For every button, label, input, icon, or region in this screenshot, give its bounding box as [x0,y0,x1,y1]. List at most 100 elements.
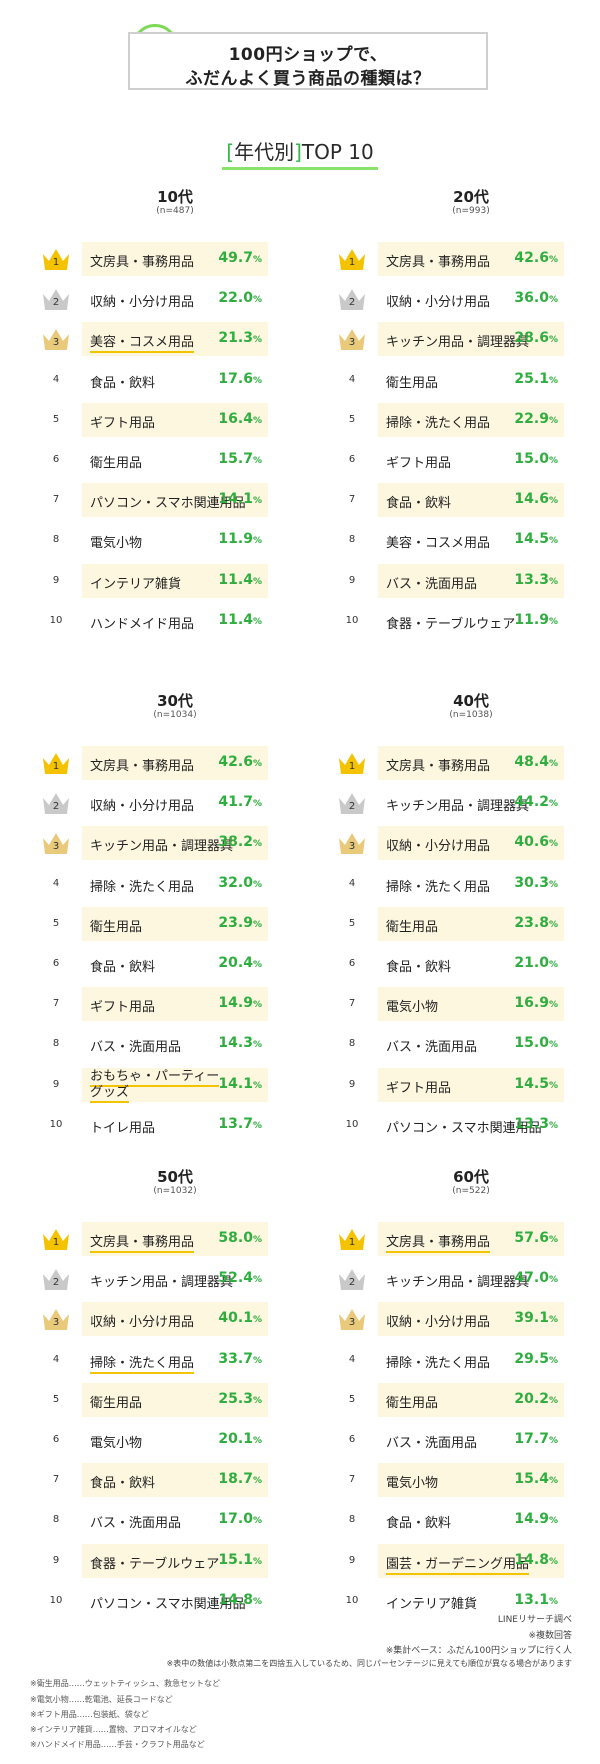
rank-number: 5 [348,917,356,929]
item-name: 文房具・事務用品 [90,755,194,774]
percentage-unit: % [252,335,262,346]
percentage-unit: % [548,616,558,627]
rank-number: 2 [348,1277,356,1289]
rank-number: 9 [52,574,60,586]
percentage-value: 29.5 [514,1350,549,1367]
item-cell: キッチン用品・調理器具 52.4% [82,1262,268,1296]
percentage-unit: % [252,1080,262,1091]
ranking-row: 8 電気小物 11.9% [8,523,268,557]
item-name-text: 食品・飲料 [90,960,156,975]
percentage-value: 23.8 [514,914,549,931]
item-name-text: バス・洗面用品 [90,1040,182,1056]
item-name-text: バス・洗面用品 [90,1516,182,1532]
item-cell: キッチン用品・調理器具 47.0% [378,1262,564,1296]
percentage-unit: % [548,1516,558,1527]
percentage-unit: % [548,255,558,265]
percentage-value: 14.9 [514,1511,549,1528]
rank-number: 1 [52,761,60,772]
ranking-row: 1 文房具・事務用品 42.6% [304,242,564,276]
percentage-unit: % [252,496,262,507]
percentage-value: 16.4 [218,410,253,427]
percentage-unit: % [252,375,262,386]
percentage: 17.0% [218,1511,262,1527]
rank-number: 2 [348,297,356,309]
ranking-row: 6 電気小物 20.1% [8,1423,268,1457]
ranking-row: 6 ギフト用品 15.0% [304,443,564,477]
ranking-row: 5 衛生用品 23.8% [304,906,564,941]
item-name: 文房具・事務用品 [386,1231,491,1253]
item-name-text: ギフト用品 [90,1000,156,1016]
item-name-text: ハンドメイド用品 [90,616,195,632]
percentage: 14.5% [514,531,558,547]
percentage: 33.7% [218,1351,262,1367]
item-cell: 文房具・事務用品 42.6% [82,746,268,780]
item-cell: パソコン・スマホ関連用品 13.3% [378,1108,564,1142]
item-name-text: パソコン・スマホ関連用品 [386,1120,542,1136]
footnote: ※ギフト用品……包装紙、袋など [30,1710,149,1719]
percentage: 42.6% [218,754,262,770]
percentage-value: 13.7 [218,1115,253,1132]
percentage: 22.9% [514,411,558,427]
percentage: 49.7% [218,250,262,266]
ranking-row: 3 美容・コスメ用品 21.3% [8,322,268,357]
item-name: 食器・テーブルウェア [90,1553,219,1572]
percentage-unit: % [548,919,558,930]
percentage-value: 14.1 [218,491,253,508]
percentage-value: 48.4 [514,754,549,770]
percentage-value: 14.5 [514,1075,549,1092]
percentage-unit: % [252,1516,262,1527]
item-cell: バス・洗面用品 13.3% [378,563,564,598]
age-group-heading: 60代 [453,1168,489,1186]
item-name: ギフト用品 [386,452,451,471]
item-name: 衛生用品 [386,916,438,935]
percentage-value: 15.4 [514,1471,549,1488]
ranking-row: 4 掃除・洗たく用品 32.0% [8,867,268,901]
age-group-heading: 40代 [453,692,489,710]
item-name: 園芸・ガーデニング用品 [386,1553,530,1575]
ranking-row: 4 掃除・洗たく用品 29.5% [304,1343,564,1377]
item-name-text: バス・洗面用品 [386,1436,478,1451]
percentage-unit: % [252,799,262,810]
percentage-unit: % [548,1120,558,1131]
percentage: 14.5% [514,1076,558,1092]
item-name: 食品・飲料 [90,1472,155,1491]
item-name: 掃除・洗たく用品 [90,1352,195,1374]
item-name: キッチン用品・調理器具 [386,795,529,814]
item-name: バス・洗面用品 [90,1512,181,1531]
percentage-value: 42.6 [514,250,549,266]
item-cell: 美容・コスメ用品 21.3% [82,322,268,357]
rank-number: 4 [52,1353,60,1365]
item-name-text: 収納・小分け用品 [90,295,195,311]
item-name-text: 文房具・事務用品 [90,759,195,774]
ranking-row: 2 収納・小分け用品 41.7% [8,786,268,820]
rank-number: 7 [348,494,356,506]
item-cell: バス・洗面用品 14.3% [82,1027,268,1061]
item-name-text: ギフト用品 [386,456,452,471]
item-name: キッチン用品・調理器具 [90,1271,233,1290]
item-name-text: 収納・小分け用品 [386,839,491,855]
percentage-unit: % [252,1556,262,1567]
item-cell: 食品・飲料 21.0% [378,947,564,981]
percentage-value: 40.6 [514,834,549,851]
item-name: 文房具・事務用品 [386,755,490,774]
percentage-value: 14.8 [514,1551,549,1568]
item-name: パソコン・スマホ関連用品 [90,492,246,511]
ranking-row: 6 食品・飲料 20.4% [8,947,268,981]
item-name-text: 電気小物 [386,1000,439,1016]
bracket-close: ] [294,140,302,164]
silver-crown-icon: 2 [40,1266,72,1292]
item-name: 衛生用品 [386,372,438,391]
percentage: 14.8% [514,1552,558,1568]
item-name: 文房具・事務用品 [90,1231,195,1253]
percentage: 13.3% [514,1116,558,1132]
percentage-value: 13.1 [514,1591,549,1608]
sample-size: (n=993) [452,206,490,216]
percentage: 14.1% [218,491,262,507]
ranking-row: 4 掃除・洗たく用品 30.3% [304,867,564,901]
ranking-row: 1 文房具・事務用品 49.7% [8,242,268,276]
rank-number: 5 [348,413,356,425]
rank-number: 3 [348,841,356,853]
rank-number: 2 [52,1277,60,1289]
rank-number: 9 [348,1554,356,1566]
percentage: 18.7% [218,1471,262,1487]
